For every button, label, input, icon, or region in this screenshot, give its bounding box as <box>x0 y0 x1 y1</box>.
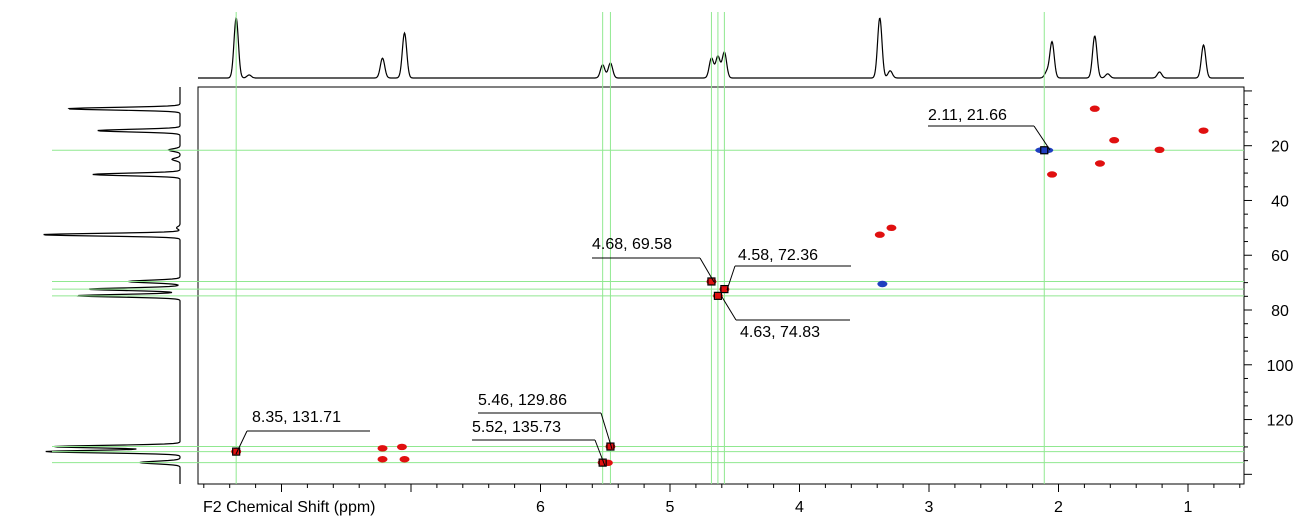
x-tick-label: 3 <box>925 499 934 516</box>
peak-annotations: 2.11, 21.66 4.68, 69.58 4.58, 72.36 4.63, 7… <box>235 107 1051 467</box>
annotation-leader <box>726 265 736 291</box>
peak-label: 4.58, 72.36 <box>738 247 818 264</box>
peak-marker <box>1040 146 1049 155</box>
peak-marker <box>232 447 241 456</box>
cross-peak <box>605 443 616 450</box>
cross-peak <box>1035 146 1054 154</box>
cross-peak <box>1154 146 1165 154</box>
cross-peak <box>231 448 242 456</box>
y-tick-label: 20 <box>1271 139 1289 156</box>
x-tick-label: 1 <box>1184 499 1193 516</box>
x-axis: 6 5 4 3 2 1 <box>203 484 1241 516</box>
x-axis-label: F2 Chemical Shift (ppm) <box>203 499 376 516</box>
y-tick-label: 80 <box>1271 303 1289 320</box>
cross-peak <box>719 285 730 293</box>
f2-projection-trace <box>198 16 1244 79</box>
peak-label: 4.63, 74.83 <box>740 324 820 341</box>
cross-peak <box>377 456 388 463</box>
cross-peak <box>396 443 407 451</box>
y-tick-label: 40 <box>1271 193 1289 210</box>
x-tick-label: 2 <box>1054 499 1063 516</box>
y-axis: 20 40 60 80 100 120 <box>1244 90 1294 475</box>
f1-projection-trace <box>43 87 181 484</box>
cross-peak <box>1047 171 1058 178</box>
cross-peak <box>1198 127 1209 134</box>
peak-label: 5.46, 129.86 <box>478 392 567 409</box>
peak-label: 8.35, 131.71 <box>252 409 341 426</box>
f2-projection-spectrum <box>198 16 1244 79</box>
cross-peak <box>877 280 888 288</box>
cross-peak <box>377 445 388 452</box>
cross-peak <box>1094 160 1105 167</box>
f1-projection-spectrum <box>43 87 181 484</box>
annotation-leader <box>1033 125 1051 151</box>
annotation-leader <box>235 430 248 455</box>
x-tick-label: 4 <box>795 499 804 516</box>
peak-label: 4.68, 69.58 <box>592 236 672 253</box>
y-tick-label: 100 <box>1267 358 1294 375</box>
annotation-leader <box>594 439 606 467</box>
cross-peak <box>874 231 885 238</box>
annotation-leader <box>721 296 737 321</box>
y-tick-label: 120 <box>1267 413 1294 430</box>
peak-marker <box>720 284 729 294</box>
crosshair-lines <box>52 12 1244 484</box>
cross-peak <box>886 224 897 232</box>
cross-peaks <box>231 105 1209 467</box>
cross-peak <box>1089 105 1100 112</box>
cross-peak <box>597 459 608 467</box>
annotation-leader <box>600 412 613 450</box>
x-tick-label: 6 <box>536 499 545 516</box>
cross-peak <box>706 278 717 285</box>
x-tick-label: 5 <box>666 499 675 516</box>
cross-peak <box>399 456 410 463</box>
y-tick-label: 60 <box>1271 248 1289 265</box>
plot-frame <box>197 86 1245 485</box>
peak-label: 2.11, 21.66 <box>928 107 1007 124</box>
peak-label: 5.52, 135.73 <box>472 419 561 436</box>
annotation-leader <box>699 257 715 283</box>
cross-peak <box>712 292 723 300</box>
cross-peak <box>1109 137 1120 144</box>
peak-marker <box>713 291 723 300</box>
